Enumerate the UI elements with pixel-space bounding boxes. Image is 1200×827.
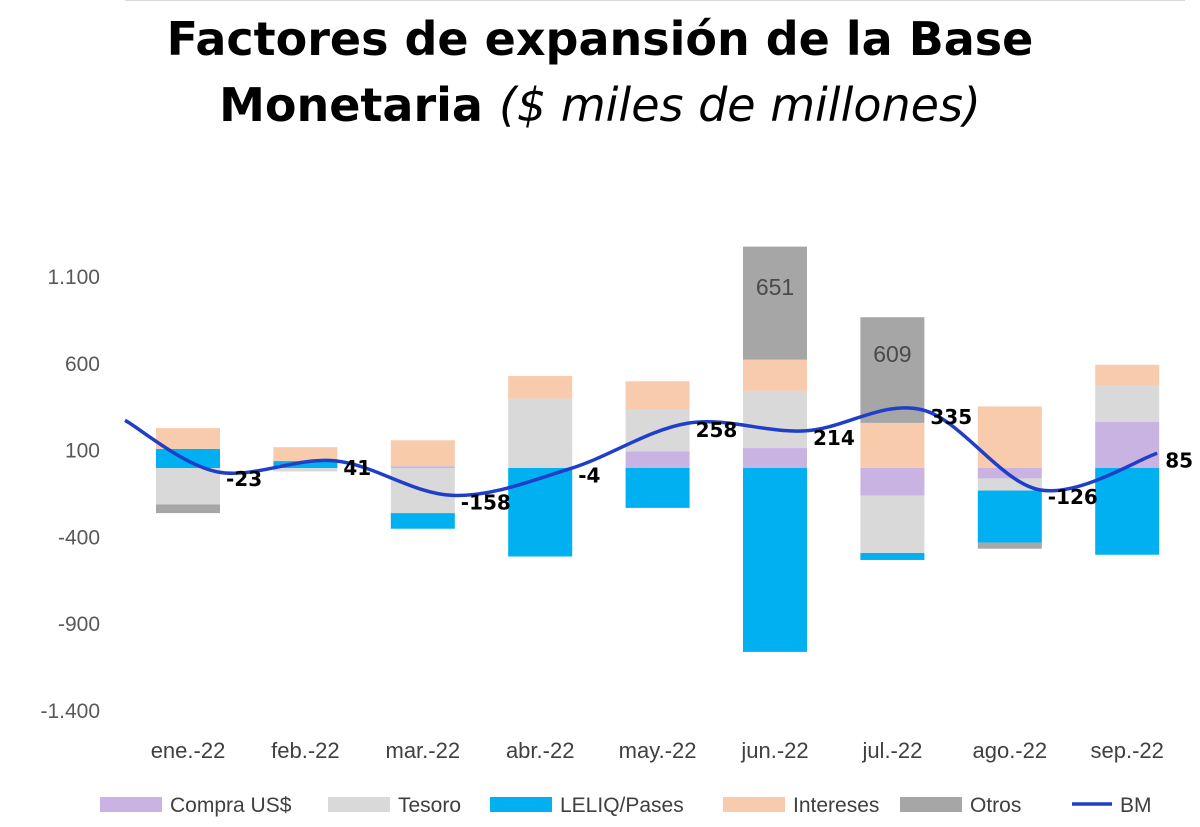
bar-segment <box>1095 422 1160 468</box>
bar-segment <box>508 468 573 557</box>
bar-segment <box>156 504 220 514</box>
bar-segment <box>390 440 455 467</box>
bar-segment <box>156 428 220 449</box>
legend-item: Tesoro <box>328 794 461 817</box>
bar-segment <box>1095 364 1160 386</box>
y-axis-ticks: 1.100 600 100 -400 -900 -1.400 <box>40 266 100 723</box>
legend-label: LELIQ/Pases <box>560 794 684 817</box>
bar-segment <box>508 376 573 399</box>
bar-segment <box>977 478 1042 491</box>
y-tick-label: -400 <box>58 526 100 549</box>
bar-segment <box>977 490 1042 543</box>
legend-label: Intereses <box>793 794 879 817</box>
legend-item: Otros <box>900 794 1021 817</box>
y-tick-label: -1.400 <box>40 700 100 723</box>
chart-title: Factores de expansión de la Base Monetar… <box>0 6 1200 138</box>
bm-value-label: 41 <box>343 456 371 480</box>
bar-segment <box>156 448 220 468</box>
bm-data-labels: -23 41 -158 -4 258 214 335 -126 85 <box>226 405 1193 515</box>
legend-swatch <box>900 797 962 812</box>
legend: Compra US$ Tesoro LELIQ/Pases Intereses Otro… <box>100 794 1152 817</box>
bm-value-label: -4 <box>578 464 600 488</box>
legend-label: BM <box>1120 794 1152 817</box>
bar-segment <box>273 468 338 472</box>
legend-label: Compra US$ <box>170 794 292 817</box>
bar-segment <box>625 381 690 410</box>
legend-item: Intereses <box>723 794 879 817</box>
bar-segment <box>860 422 925 468</box>
bar-segment <box>1095 468 1160 555</box>
x-category-label: abr.-22 <box>506 738 575 763</box>
y-tick-label: -900 <box>58 613 100 636</box>
bm-series-line <box>124 406 1158 498</box>
legend-label: Tesoro <box>398 794 461 817</box>
bar-segment <box>156 468 220 505</box>
bar-segment <box>625 468 690 508</box>
bar-segment <box>1095 385 1160 423</box>
title-line-1: Factores de expansión de la Base <box>166 12 1034 66</box>
bar-segment <box>860 495 925 554</box>
bar-segment <box>860 317 925 423</box>
bar-segment <box>273 447 338 462</box>
bar-segment <box>390 513 455 529</box>
x-category-label: feb.-22 <box>271 738 340 763</box>
bm-value-label: 335 <box>930 405 972 429</box>
title-unit: ($ miles de millones) <box>498 78 981 132</box>
bm-value-label: 85 <box>1165 448 1193 472</box>
legend-swatch <box>723 797 785 812</box>
otros-value-label: 651 <box>756 274 794 300</box>
x-category-label: ago.-22 <box>972 738 1047 763</box>
x-category-label: jul.-22 <box>861 738 922 763</box>
y-tick-label: 600 <box>65 353 100 376</box>
x-category-label: ene.-22 <box>151 738 226 763</box>
legend-swatch <box>328 797 390 812</box>
x-category-label: mar.-22 <box>386 738 461 763</box>
bar-segment <box>390 466 455 468</box>
bars-group: 651 609 <box>156 246 1160 652</box>
bm-value-label: 214 <box>813 426 855 450</box>
legend-label: Otros <box>970 794 1021 817</box>
bar-segment <box>273 461 338 468</box>
bar-segment <box>743 246 807 360</box>
y-tick-label: 100 <box>65 440 100 463</box>
title-line-2: Monetaria <box>219 78 483 132</box>
legend-swatch <box>490 797 552 812</box>
x-axis-labels: ene.-22 feb.-22 mar.-22 abr.-22 may.-22 jun.-… <box>151 738 1164 763</box>
legend-item: BM <box>1072 794 1152 817</box>
legend-item: Compra US$ <box>100 794 292 817</box>
bar-segment <box>743 448 807 468</box>
bm-value-label: -126 <box>1048 485 1098 509</box>
bar-segment <box>743 390 807 449</box>
bar-segment <box>508 398 573 468</box>
bm-value-label: -23 <box>226 467 262 491</box>
bm-value-label: -158 <box>461 490 511 514</box>
bar-segment <box>625 451 690 468</box>
bar-segment <box>860 553 925 560</box>
otros-value-label: 609 <box>873 341 911 367</box>
legend-item: LELIQ/Pases <box>490 794 684 817</box>
bar-segment <box>743 359 807 391</box>
bar-segment <box>977 542 1042 549</box>
x-category-label: sep.-22 <box>1091 738 1164 763</box>
bm-value-label: 258 <box>696 418 738 442</box>
bar-segment <box>743 468 807 652</box>
legend-swatch <box>100 797 162 812</box>
bar-segment <box>860 468 925 496</box>
y-tick-label: 1.100 <box>47 266 100 289</box>
x-category-label: jun.-22 <box>740 738 808 763</box>
x-category-label: may.-22 <box>619 738 697 763</box>
